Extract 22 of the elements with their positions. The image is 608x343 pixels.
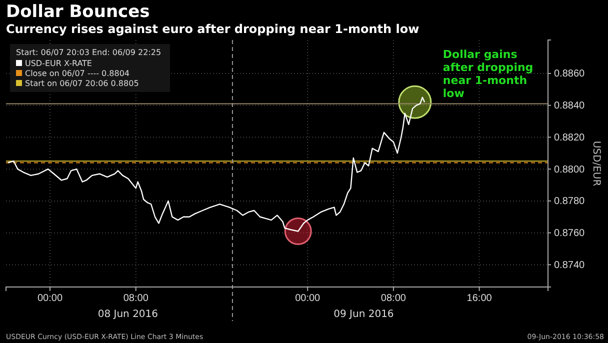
legend-label: Start on 06/07 20:06 0.8805 [25,79,139,88]
y-tick-label: 0.8860 [554,68,586,80]
text: 08 Jun 2016 [98,309,158,320]
y-tick-label: 0.8780 [554,196,586,208]
chart-title: Dollar Bounces [6,2,150,22]
y-axis-title: USD/EUR [590,140,602,186]
annotation: Dollar gains after dropping near 1-month low [442,48,534,100]
legend-label: USD-EUR X-RATE [25,59,92,68]
y-tick-label: 0.8840 [554,100,586,112]
y-tick-label: 0.8820 [554,132,586,144]
x-tick-label: 08:00 [123,293,149,304]
y-tick-label: 0.8800 [554,164,586,176]
y-tick-label: 0.8760 [554,228,586,240]
legend-label: Close on 06/07 ---- 0.8804 [25,69,130,78]
y-tick-label: 0.8740 [554,260,586,271]
x-tick-label: 08:00 [380,293,406,304]
x-tick-label: 00:00 [295,293,321,304]
text: 09 Jun 2016 [334,309,394,320]
chart-subtitle: Currency rises against euro after dropping near 1-month low [6,22,420,36]
x-tick-label: 00:00 [37,293,63,304]
legend-title: Start: 06/07 20:03 End: 06/09 22:25 [16,48,162,57]
x-tick-label: 16:00 [466,293,492,304]
